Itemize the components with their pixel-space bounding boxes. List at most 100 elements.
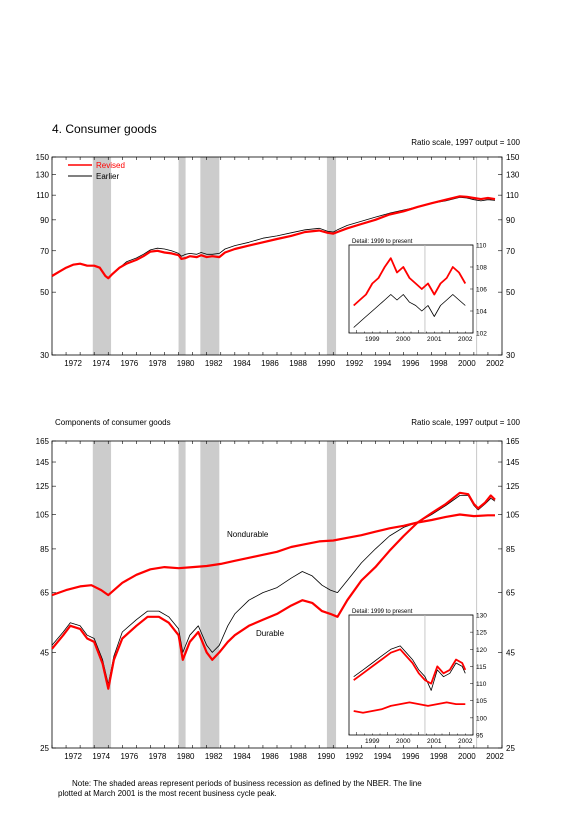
x-tick-label-1: 1990 <box>317 752 335 761</box>
recession-band-0-3 <box>326 157 337 355</box>
x-tick-label-1: 1986 <box>261 752 279 761</box>
legend-label-earlier: Earlier <box>96 172 119 181</box>
inset-series-durable-revised <box>353 648 467 685</box>
x-tick-label-0: 1978 <box>149 359 167 368</box>
x-tick-label-0: 1976 <box>120 359 138 368</box>
y-tick-label-right-0: 90 <box>506 216 515 225</box>
y-tick-label-right-1: 45 <box>506 648 515 657</box>
x-tick-label-1: 1982 <box>205 752 223 761</box>
chart-title: 4. Consumer goods <box>52 122 157 136</box>
inset-series-earlier <box>353 294 466 328</box>
series-line-nondurable <box>51 513 495 597</box>
y-tick-label-left-1: 125 <box>36 482 50 491</box>
series-label-durable: Durable <box>256 629 285 638</box>
y-tick-label-right-0: 110 <box>506 191 519 200</box>
x-tick-label-0: 1988 <box>289 359 307 368</box>
y-tick-label-right-1: 145 <box>506 458 520 467</box>
y-tick-label-left-1: 85 <box>40 545 49 554</box>
recession-band-1-1 <box>178 441 186 748</box>
series-line-revised <box>51 195 496 280</box>
inset-y-tick-label-1: 100 <box>476 715 487 722</box>
y-tick-label-right-0: 150 <box>506 153 520 162</box>
x-tick-label-1: 1976 <box>120 752 138 761</box>
inset-y-tick-label-0: 104 <box>476 309 487 316</box>
x-tick-label-1: 1980 <box>177 752 195 761</box>
y-tick-label-left-0: 50 <box>40 288 49 297</box>
inset-x-tick-label-0: 2000 <box>396 336 411 343</box>
x-tick-label-0: 1994 <box>374 359 392 368</box>
x-tick-label-0: 1990 <box>317 359 335 368</box>
x-tick-label-1: 2002 <box>486 752 504 761</box>
y-tick-label-right-1: 85 <box>506 545 515 554</box>
y-tick-label-left-0: 130 <box>36 171 50 180</box>
y-tick-label-right-1: 125 <box>506 482 520 491</box>
x-tick-label-0: 2002 <box>486 359 504 368</box>
footnote-line-2: plotted at March 2001 is the most recent… <box>58 789 277 798</box>
inset-y-tick-label-1: 120 <box>476 647 487 654</box>
x-tick-label-1: 1998 <box>430 752 448 761</box>
x-tick-label-1: 1978 <box>149 752 167 761</box>
inset-y-tick-label-1: 115 <box>476 664 487 671</box>
inset-series-nondurable-revised <box>353 701 466 714</box>
y-tick-label-left-1: 25 <box>40 744 49 753</box>
legend-label-revised: Revised <box>96 161 125 170</box>
inset-frame-0 <box>348 244 474 334</box>
x-tick-label-1: 1988 <box>289 752 307 761</box>
inset-frame-1 <box>348 614 474 736</box>
inset-x-tick-label-0: 2001 <box>427 336 442 343</box>
x-tick-label-1: 1992 <box>345 752 363 761</box>
y-tick-label-right-1: 165 <box>506 437 520 446</box>
y-tick-label-right-0: 30 <box>506 351 515 360</box>
y-tick-label-left-0: 150 <box>36 153 50 162</box>
inset-series-durable-earlier <box>353 645 466 691</box>
recession-band-1-3 <box>326 441 337 748</box>
inset-x-tick-label-1: 1999 <box>365 738 380 745</box>
components-title: Components of consumer goods <box>55 418 171 427</box>
inset-title-1: Detail: 1999 to present <box>352 609 413 615</box>
x-tick-label-1: 1996 <box>402 752 420 761</box>
inset-x-tick-label-0: 1999 <box>365 336 380 343</box>
inset-y-tick-label-0: 106 <box>476 287 487 294</box>
series-line-earlier-nondurable <box>51 514 495 596</box>
x-tick-label-1: 2000 <box>458 752 476 761</box>
footnote: Note: The shaded areas represent periods… <box>58 779 528 799</box>
inset-title-0: Detail: 1999 to present <box>352 239 413 245</box>
inset-series-revised <box>353 257 467 307</box>
x-tick-label-0: 1980 <box>177 359 195 368</box>
inset-x-tick-label-1: 2002 <box>458 738 473 745</box>
series-line-durable <box>51 491 496 690</box>
series-label-nondurable: Nondurable <box>227 530 269 539</box>
scale-label-bottom: Ratio scale, 1997 output = 100 <box>411 418 520 427</box>
y-tick-label-left-1: 145 <box>36 458 50 467</box>
y-tick-label-right-0: 130 <box>506 171 520 180</box>
inset-y-tick-label-1: 105 <box>476 698 487 705</box>
x-tick-label-1: 1994 <box>374 752 392 761</box>
y-tick-label-right-0: 70 <box>506 247 515 256</box>
y-tick-label-left-1: 165 <box>36 437 50 446</box>
y-tick-label-left-0: 30 <box>40 351 49 360</box>
y-tick-label-right-1: 65 <box>506 589 515 598</box>
recession-band-0-0 <box>92 157 112 355</box>
inset-y-tick-label-0: 108 <box>476 265 487 272</box>
y-tick-label-right-0: 50 <box>506 288 515 297</box>
recession-band-1-2 <box>200 441 220 748</box>
inset-y-tick-label-1: 95 <box>476 733 484 740</box>
inset-y-tick-label-0: 110 <box>476 243 487 250</box>
x-tick-label-0: 1972 <box>64 359 82 368</box>
y-tick-label-left-1: 105 <box>36 511 50 520</box>
y-tick-label-right-1: 105 <box>506 511 520 520</box>
recession-band-1-0 <box>92 441 112 748</box>
x-tick-label-0: 1992 <box>345 359 363 368</box>
inset-y-tick-label-0: 102 <box>476 331 487 338</box>
y-tick-label-left-0: 70 <box>40 247 49 256</box>
x-tick-label-0: 1974 <box>92 359 110 368</box>
inset-x-tick-label-1: 2000 <box>396 738 411 745</box>
inset-x-tick-label-0: 2002 <box>458 336 473 343</box>
footnote-line-1: Note: The shaded areas represent periods… <box>72 779 422 788</box>
x-tick-label-0: 1984 <box>233 359 251 368</box>
y-tick-label-left-1: 65 <box>40 589 49 598</box>
y-tick-label-left-1: 45 <box>40 648 49 657</box>
x-tick-label-0: 1982 <box>205 359 223 368</box>
inset-y-tick-label-1: 130 <box>476 613 487 620</box>
